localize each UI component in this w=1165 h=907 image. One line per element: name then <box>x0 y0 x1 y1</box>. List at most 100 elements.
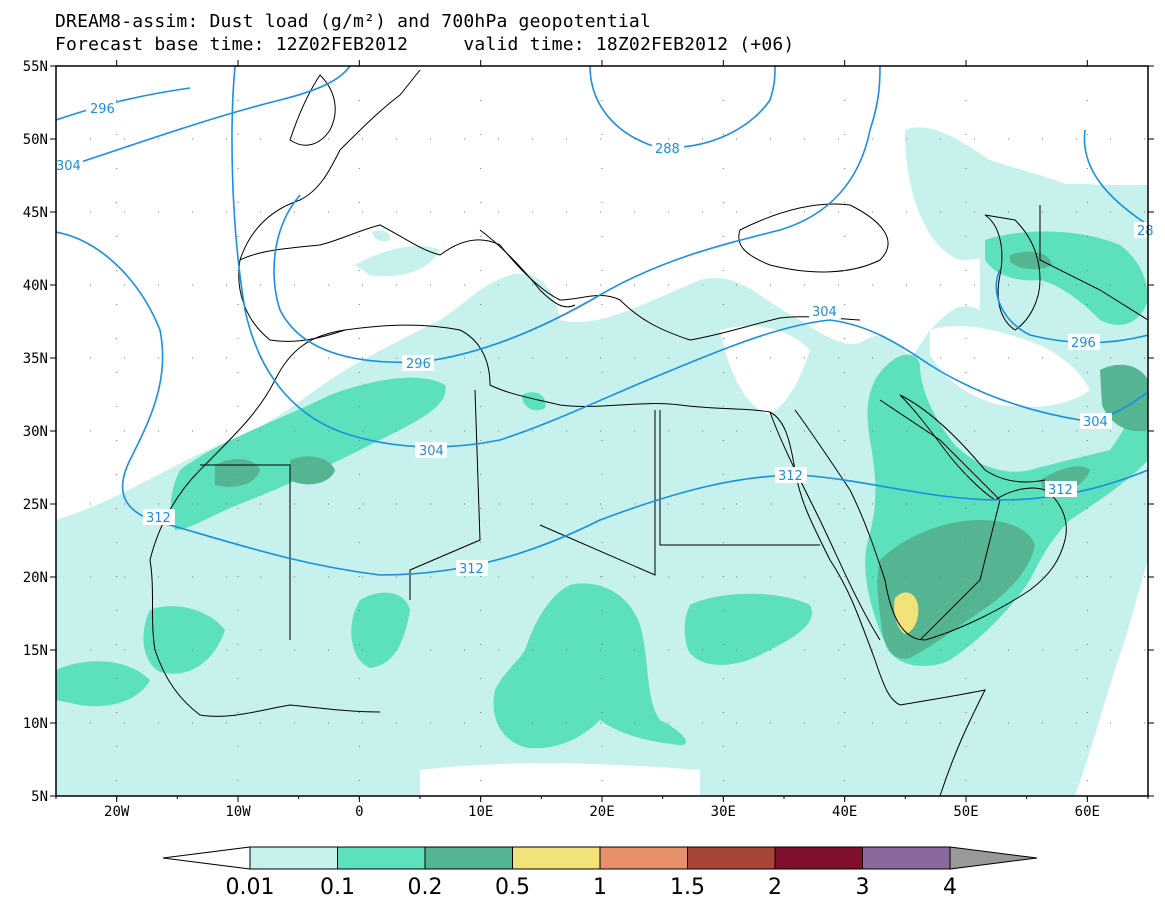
contour-label-text: 304 <box>56 159 81 174</box>
lon-label: 0 <box>355 804 363 820</box>
lon-label: 60E <box>1075 804 1100 820</box>
colorbar-label: 3 <box>856 875 870 900</box>
coast-red-sea <box>769 411 881 641</box>
contour-label-1: 296 <box>86 100 116 117</box>
colorbar-label: 0.01 <box>226 875 275 900</box>
lon-label: 20W <box>104 804 130 820</box>
contour-296-west <box>56 87 191 121</box>
contour-label-text: 312 <box>778 469 803 484</box>
colorbar-label: 4 <box>943 875 957 900</box>
contour-288 <box>589 66 776 149</box>
dust-region-mid-sudan <box>684 593 812 665</box>
dust-region-light-spain <box>372 230 391 242</box>
contour-label-text: 312 <box>459 562 484 577</box>
dust-free-bottom <box>420 763 700 796</box>
dust-region-mid-niger <box>351 592 410 668</box>
colorbar-label: 0.1 <box>320 875 355 900</box>
contour-296-mid <box>273 66 881 364</box>
lat-label: 45N <box>23 205 48 221</box>
colorbar-box <box>687 846 776 870</box>
dust-region-mid-westafrica <box>143 606 225 674</box>
contour-label-text: 304 <box>1083 415 1108 430</box>
coast-black-sea <box>738 203 889 273</box>
coast-africa-west <box>149 559 381 717</box>
colorbar-label: 1 <box>593 875 607 900</box>
contour-label-6: 304 <box>415 442 447 459</box>
lon-label: 40E <box>832 804 857 820</box>
lon-label: 10E <box>468 804 493 820</box>
colorbar-box <box>249 846 338 870</box>
contour-label-text: 28 <box>1137 224 1154 239</box>
contour-label-text: 296 <box>1071 336 1096 351</box>
contour-label-text: 304 <box>812 305 837 320</box>
contour-label-4: 304 <box>809 303 841 320</box>
dust-region-high-morocco <box>215 458 260 487</box>
coast-africa-north <box>149 324 901 706</box>
colorbar-box <box>774 846 863 870</box>
lat-label: 55N <box>23 59 48 75</box>
lat-label: 5N <box>31 789 48 805</box>
contour-east-280 <box>1083 129 1148 226</box>
border-egypt <box>659 410 820 546</box>
dust-region-light-iberia <box>355 245 440 277</box>
coast-italy <box>479 229 576 308</box>
coast-europe-west <box>239 69 421 261</box>
contour-label-2: 304 <box>53 157 83 174</box>
dust-region-mid-morocco <box>170 377 446 530</box>
dust-region-light-africa <box>56 183 1148 796</box>
dust-free-mideast <box>720 326 810 415</box>
colorbar-label: 0.2 <box>408 875 443 900</box>
contour-304-west <box>56 66 351 171</box>
colorbar-box <box>337 846 426 870</box>
contour-label-12: 312 <box>1045 481 1077 498</box>
colorbar-box <box>862 846 951 870</box>
chart-title: DREAM8-assim: Dust load (g/m²) and 700hP… <box>55 11 651 32</box>
dust-region-high-caspian <box>1010 251 1052 270</box>
border-sahara-3 <box>539 410 656 576</box>
contour-label-7: 312 <box>775 467 807 484</box>
coast-africa-horn <box>899 689 986 796</box>
contour-label-11: 304 <box>1080 413 1112 430</box>
dust-free-east-bottom <box>1075 640 1148 796</box>
coast-persian-gulf <box>899 394 1046 483</box>
border-sahara-1 <box>200 464 291 640</box>
lon-label: 50E <box>953 804 978 820</box>
lon-label: 20E <box>589 804 614 820</box>
contour-label-13: 28 <box>1134 222 1154 239</box>
contour-304-mid <box>231 66 1148 448</box>
dust-shading <box>56 127 1148 796</box>
geopotential-contours <box>56 66 1148 576</box>
map-axes: 55N 50N 45N 40N 35N 30N 25N 20N 15N 10N 5N 20W 10W 0 1… <box>23 59 1154 820</box>
contour-labels: 296 304 288 304 296 304 312 312 312 296 … <box>53 100 1154 577</box>
colorbar-arrow-high <box>949 846 1038 870</box>
contour-312-west <box>56 231 1148 576</box>
lat-label: 50N <box>23 132 48 148</box>
contour-label-text: 312 <box>1048 483 1073 498</box>
contour-label-text: 312 <box>146 511 171 526</box>
contour-label-text: 296 <box>90 102 115 117</box>
dust-region-high-mauritania <box>290 456 335 485</box>
contour-label-text: 304 <box>419 444 444 459</box>
lat-label: 25N <box>23 497 48 513</box>
colorbar-arrow-low <box>162 846 251 870</box>
contour-296-east <box>995 269 1148 344</box>
dust-region-high-arabia <box>877 520 1035 659</box>
coast-med-north <box>239 224 861 341</box>
dust-region-light-caspian <box>905 127 1080 260</box>
lon-label: 30E <box>711 804 736 820</box>
border-sahara-2 <box>409 389 481 600</box>
colorbar-box <box>512 846 601 870</box>
colorbar-label: 1.5 <box>670 875 705 900</box>
colorbar-label: 2 <box>768 875 782 900</box>
lat-label: 15N <box>23 643 48 659</box>
lat-label: 40N <box>23 278 48 294</box>
coast-arabia <box>794 394 1067 641</box>
coast-uk <box>289 74 336 146</box>
lat-label: 35N <box>23 351 48 367</box>
coast-caspian <box>984 214 1041 331</box>
colorbar-label: 0.5 <box>495 875 530 900</box>
coast-iberia <box>238 259 346 342</box>
lon-label: 10W <box>225 804 251 820</box>
contour-label-9: 312 <box>456 560 488 577</box>
